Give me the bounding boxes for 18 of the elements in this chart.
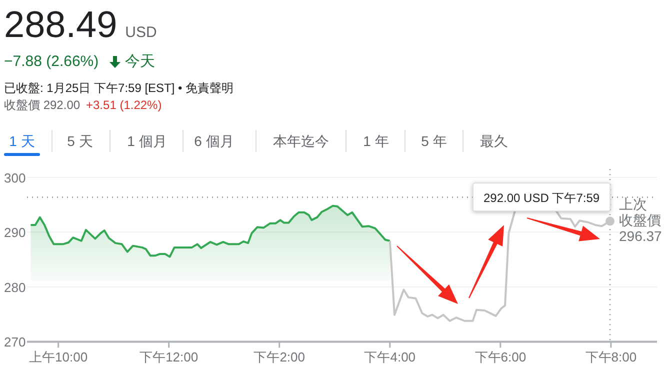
annotation: +3.51 (1.22%) xyxy=(86,98,162,112)
ytick: 270 xyxy=(4,334,26,350)
xtick: 下午8:00 xyxy=(585,350,637,365)
xtick: 下午4:00 xyxy=(364,350,416,365)
ytick: 280 xyxy=(4,280,26,295)
xtick: 下午2:00 xyxy=(254,350,306,365)
annotation: USD xyxy=(125,24,157,41)
xtick: 下午6:00 xyxy=(474,350,526,365)
annotation: 今天 xyxy=(125,53,155,70)
ytick: 300 xyxy=(4,170,26,186)
annotation: 收盤價 292.00 xyxy=(4,98,80,112)
title: 288.49 xyxy=(4,4,118,45)
annotation: 292.00 USD 下午7:59 xyxy=(483,191,600,205)
annotation: −7.88 (2.66%) xyxy=(4,53,99,70)
annotation: 已收盤: 1月25日 下午7:59 [EST] • 免責聲明 xyxy=(4,81,234,95)
xtick: 下午12:00 xyxy=(140,350,198,365)
xtick: 上午10:00 xyxy=(29,350,88,365)
ytick: 290 xyxy=(4,225,26,240)
